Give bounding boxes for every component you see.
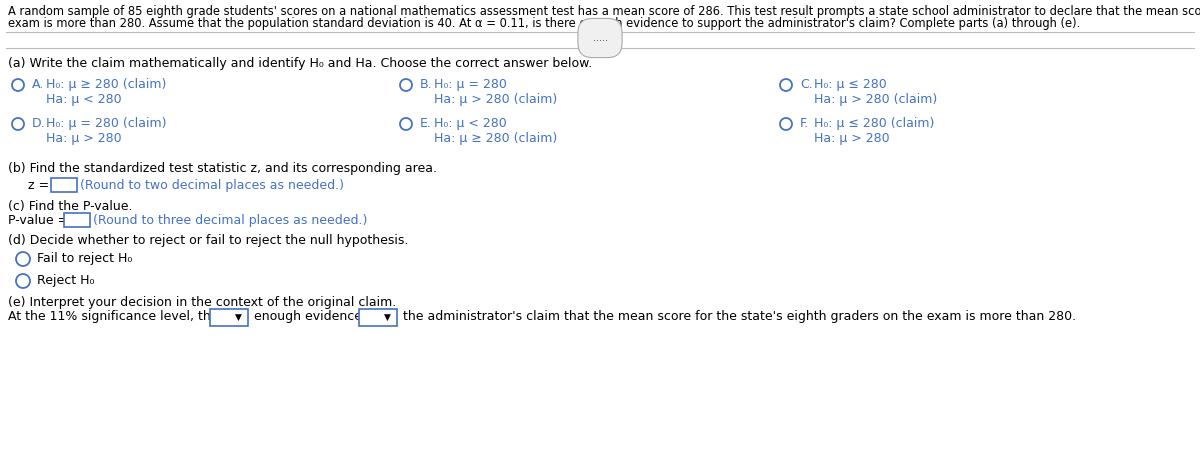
Text: (e) Interpret your decision in the context of the original claim.: (e) Interpret your decision in the conte… <box>8 296 396 309</box>
Text: F.: F. <box>800 117 809 130</box>
Text: (Round to two decimal places as needed.): (Round to two decimal places as needed.) <box>80 179 344 192</box>
Text: (d) Decide whether to reject or fail to reject the null hypothesis.: (d) Decide whether to reject or fail to … <box>8 234 408 247</box>
Text: enough evidence to: enough evidence to <box>250 310 382 323</box>
Text: B.: B. <box>420 78 433 91</box>
FancyBboxPatch shape <box>50 178 77 192</box>
Text: (b) Find the standardized test statistic z, and its corresponding area.: (b) Find the standardized test statistic… <box>8 162 437 175</box>
Text: exam is more than 280. Assume that the population standard deviation is 40. At α: exam is more than 280. Assume that the p… <box>8 17 1080 30</box>
FancyBboxPatch shape <box>64 213 90 227</box>
FancyBboxPatch shape <box>359 308 397 325</box>
Text: H₀: μ < 280: H₀: μ < 280 <box>434 117 506 130</box>
Text: Ha: μ > 280 (claim): Ha: μ > 280 (claim) <box>814 93 937 106</box>
Text: z =: z = <box>28 179 53 192</box>
Text: A.: A. <box>32 78 44 91</box>
Text: Reject H₀: Reject H₀ <box>37 274 95 287</box>
Text: (c) Find the P-value.: (c) Find the P-value. <box>8 200 132 213</box>
Text: Ha: μ > 280 (claim): Ha: μ > 280 (claim) <box>434 93 557 106</box>
Text: At the 11% significance level, there: At the 11% significance level, there <box>8 310 235 323</box>
FancyBboxPatch shape <box>210 308 247 325</box>
Text: Ha: μ > 280: Ha: μ > 280 <box>46 132 121 145</box>
Text: Ha: μ > 280: Ha: μ > 280 <box>814 132 889 145</box>
Text: D.: D. <box>32 117 46 130</box>
Text: H₀: μ ≤ 280: H₀: μ ≤ 280 <box>814 78 887 91</box>
Text: Fail to reject H₀: Fail to reject H₀ <box>37 252 132 265</box>
Text: H₀: μ = 280 (claim): H₀: μ = 280 (claim) <box>46 117 167 130</box>
Text: .....: ..... <box>593 33 607 43</box>
Text: H₀: μ = 280: H₀: μ = 280 <box>434 78 506 91</box>
Text: (a) Write the claim mathematically and identify H₀ and Ha. Choose the correct an: (a) Write the claim mathematically and i… <box>8 57 593 70</box>
Text: A random sample of 85 eighth grade students' scores on a national mathematics as: A random sample of 85 eighth grade stude… <box>8 5 1200 18</box>
Text: ▼: ▼ <box>384 313 391 321</box>
Text: ▼: ▼ <box>235 313 242 321</box>
Text: H₀: μ ≥ 280 (claim): H₀: μ ≥ 280 (claim) <box>46 78 167 91</box>
Text: P-value =: P-value = <box>8 214 72 227</box>
Text: C.: C. <box>800 78 812 91</box>
Text: (Round to three decimal places as needed.): (Round to three decimal places as needed… <box>94 214 367 227</box>
Text: Ha: μ ≥ 280 (claim): Ha: μ ≥ 280 (claim) <box>434 132 557 145</box>
Text: the administrator's claim that the mean score for the state's eighth graders on : the administrator's claim that the mean … <box>398 310 1075 323</box>
Text: E.: E. <box>420 117 432 130</box>
Text: H₀: μ ≤ 280 (claim): H₀: μ ≤ 280 (claim) <box>814 117 935 130</box>
Text: Ha: μ < 280: Ha: μ < 280 <box>46 93 121 106</box>
